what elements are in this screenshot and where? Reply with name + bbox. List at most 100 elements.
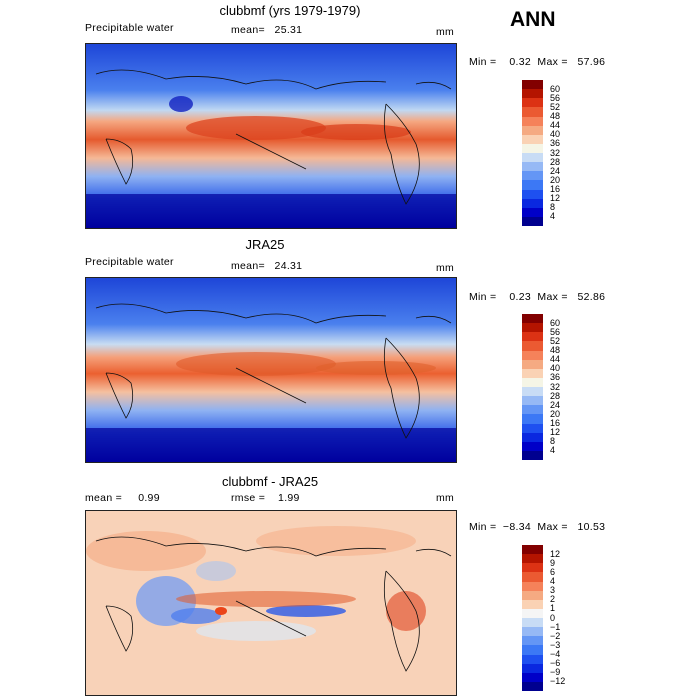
colorbar-swatch <box>522 572 543 582</box>
colorbar-tick-label: 56 <box>550 326 561 337</box>
panel3-units: mm <box>436 492 455 504</box>
colorbar-swatch <box>522 171 543 181</box>
colorbar-swatch <box>522 654 543 664</box>
panel1-map <box>85 43 457 229</box>
colorbar-tick-label: 24 <box>550 399 561 410</box>
panel2-units: mm <box>436 262 455 274</box>
colorbar-tick-label: 9 <box>550 557 556 568</box>
colorbar-tick-label: −4 <box>550 649 561 659</box>
panel1-minmax: Min = 0.32 Max = 57.96 <box>469 56 606 68</box>
colorbar-swatch <box>522 162 543 172</box>
colorbar-swatch <box>522 350 543 360</box>
panel1-colorbar: 4 8 12 16 20 24 28 32 36 40 44 48 52 56 60 <box>522 80 560 226</box>
colorbar-swatch <box>522 627 543 637</box>
colorbar-tick-label: 4 <box>550 211 556 222</box>
colorbar-swatch <box>522 125 543 135</box>
colorbar-tick-label: 8 <box>550 436 556 447</box>
colorbar-tick-label: 60 <box>550 83 561 94</box>
colorbar-tick-label: 3 <box>550 585 556 596</box>
panel2-mean: mean= 24.31 <box>231 260 303 272</box>
colorbar-swatch <box>522 323 543 333</box>
colorbar-swatch <box>522 545 543 555</box>
colorbar-tick-label: 12 <box>550 427 561 438</box>
colorbar-swatch <box>522 441 543 451</box>
colorbar-swatch <box>522 599 543 609</box>
colorbar-tick-label: 32 <box>550 381 561 392</box>
colorbar-tick-label: 20 <box>550 174 561 185</box>
panel2-colorbar: 4 8 12 16 20 24 28 32 36 40 44 48 52 56 60 <box>522 314 560 460</box>
colorbar-swatch <box>522 387 543 397</box>
colorbar-tick-label: 6 <box>550 566 556 577</box>
panel3-rmse: rmse = 1.99 <box>231 492 300 504</box>
colorbar-swatch <box>522 581 543 591</box>
colorbar-swatch <box>522 377 543 387</box>
colorbar-tick-label: 40 <box>550 129 561 140</box>
colorbar-tick-label: 60 <box>550 317 561 328</box>
colorbar-tick-label: 28 <box>550 390 561 401</box>
colorbar-tick-label: 16 <box>550 418 561 428</box>
panel2-field-label: Precipitable water <box>85 256 174 268</box>
colorbar-tick-label: 40 <box>550 363 561 374</box>
colorbar-swatch <box>522 107 543 117</box>
colorbar-swatch <box>522 359 543 369</box>
colorbar-swatch <box>522 663 543 673</box>
colorbar-swatch <box>522 332 543 342</box>
panel2-map <box>85 277 457 463</box>
colorbar-swatch <box>522 198 543 208</box>
colorbar-swatch <box>522 207 543 217</box>
colorbar-tick-label: 4 <box>550 445 556 456</box>
colorbar-tick-label: 56 <box>550 92 561 103</box>
colorbar-tick-label: 24 <box>550 165 561 176</box>
colorbar-swatch <box>522 134 543 144</box>
colorbar-swatch <box>522 423 543 433</box>
colorbar-swatch <box>522 563 543 573</box>
colorbar-swatch <box>522 180 543 190</box>
colorbar-swatch <box>522 143 543 153</box>
panel1-units: mm <box>436 26 455 38</box>
colorbar-tick-label: 52 <box>550 335 561 346</box>
colorbar-tick-label: 36 <box>550 372 561 383</box>
colorbar-tick-label: 12 <box>550 193 561 204</box>
colorbar-swatch <box>522 368 543 378</box>
colorbar-swatch <box>522 636 543 646</box>
colorbar-tick-label: 48 <box>550 111 561 121</box>
colorbar-swatch <box>522 645 543 655</box>
colorbar-swatch <box>522 590 543 600</box>
panel3-mean: mean = 0.99 <box>85 492 160 504</box>
colorbar-tick-label: 36 <box>550 138 561 149</box>
colorbar-swatch <box>522 681 543 691</box>
colorbar-swatch <box>522 153 543 163</box>
colorbar-swatch <box>522 314 543 324</box>
colorbar-swatch <box>522 618 543 628</box>
colorbar-tick-label: 12 <box>550 548 561 559</box>
colorbar-swatch <box>522 80 543 90</box>
colorbar-tick-label: −9 <box>550 667 561 678</box>
colorbar-tick-label: −12 <box>550 676 566 687</box>
colorbar-swatch <box>522 608 543 618</box>
colorbar-swatch <box>522 672 543 682</box>
colorbar-swatch <box>522 216 543 226</box>
panel1-field-label: Precipitable water <box>85 22 174 34</box>
colorbar-tick-label: 20 <box>550 408 561 419</box>
colorbar-tick-label: 0 <box>550 612 556 623</box>
colorbar-tick-label: −2 <box>550 630 561 641</box>
colorbar-swatch <box>522 98 543 108</box>
colorbar-swatch <box>522 414 543 424</box>
panel3-title: clubbmf - JRA25 <box>221 474 319 489</box>
panel2-minmax: Min = 0.23 Max = 52.86 <box>469 291 606 303</box>
colorbar-swatch <box>522 89 543 99</box>
panel3-colorbar: −12 −9 −6 −4 −3 −2 −1 0 1 2 3 4 6 9 12 <box>522 545 565 691</box>
colorbar-tick-label: 28 <box>550 156 561 167</box>
colorbar-tick-label: 16 <box>550 184 561 194</box>
colorbar-tick-label: 1 <box>550 603 556 614</box>
colorbar-swatch <box>522 189 543 199</box>
colorbar-tick-label: 2 <box>550 594 556 605</box>
panel2-title: JRA25 <box>245 237 285 252</box>
colorbar-tick-label: 32 <box>550 147 561 158</box>
colorbar-tick-label: 52 <box>550 101 561 112</box>
colorbar-swatch <box>522 405 543 415</box>
season-label: ANN <box>510 8 556 31</box>
colorbar-swatch <box>522 116 543 126</box>
colorbar-tick-label: −1 <box>550 621 561 632</box>
colorbar-tick-label: 44 <box>550 120 561 131</box>
